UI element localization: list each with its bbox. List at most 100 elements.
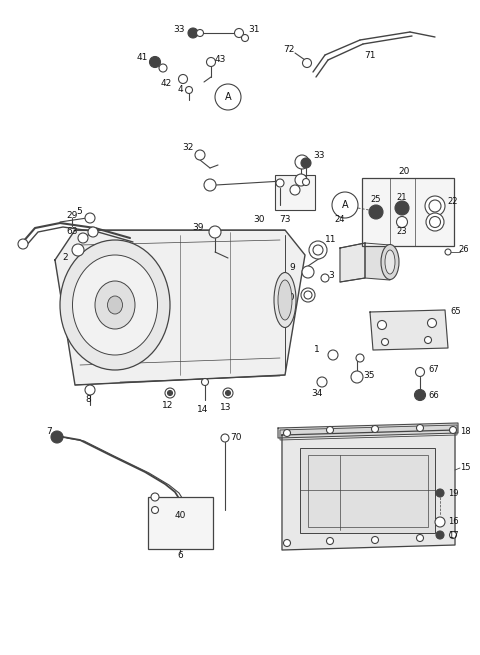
Circle shape <box>85 213 95 223</box>
Text: 23: 23 <box>396 227 408 236</box>
Circle shape <box>188 28 198 38</box>
Circle shape <box>377 320 386 329</box>
Circle shape <box>326 426 334 434</box>
Circle shape <box>332 192 358 218</box>
Text: 10: 10 <box>284 293 295 303</box>
Circle shape <box>369 205 383 219</box>
Circle shape <box>302 179 310 185</box>
Circle shape <box>301 288 315 302</box>
Circle shape <box>372 426 379 432</box>
Text: 7: 7 <box>46 428 52 436</box>
Circle shape <box>435 517 445 527</box>
Circle shape <box>159 64 167 72</box>
Polygon shape <box>278 423 458 438</box>
Text: 13: 13 <box>220 403 232 413</box>
Text: 16: 16 <box>448 517 458 527</box>
Ellipse shape <box>108 296 122 314</box>
Circle shape <box>395 201 409 215</box>
Circle shape <box>304 291 312 299</box>
Circle shape <box>436 489 444 497</box>
Text: 33: 33 <box>313 151 324 160</box>
Ellipse shape <box>60 240 170 370</box>
Circle shape <box>206 58 216 67</box>
Text: 42: 42 <box>161 79 172 88</box>
Text: 35: 35 <box>363 371 374 379</box>
Ellipse shape <box>278 280 292 320</box>
Text: 8: 8 <box>85 396 91 405</box>
Circle shape <box>436 531 444 539</box>
Circle shape <box>88 227 98 237</box>
Text: 20: 20 <box>398 168 410 176</box>
Circle shape <box>417 424 423 432</box>
Text: 43: 43 <box>215 56 227 64</box>
Circle shape <box>309 241 327 259</box>
Text: 25: 25 <box>371 195 381 204</box>
Circle shape <box>428 318 436 328</box>
Circle shape <box>152 506 158 514</box>
Circle shape <box>417 534 423 542</box>
Circle shape <box>185 86 192 94</box>
Text: A: A <box>225 92 231 102</box>
Text: 41: 41 <box>137 52 148 62</box>
Circle shape <box>18 239 28 249</box>
Circle shape <box>328 350 338 360</box>
Text: 3: 3 <box>328 272 334 280</box>
Polygon shape <box>365 243 390 280</box>
Ellipse shape <box>385 250 395 274</box>
Text: 22: 22 <box>447 198 457 206</box>
Text: 5: 5 <box>76 208 82 217</box>
Bar <box>300 448 435 533</box>
Bar <box>308 455 428 527</box>
Ellipse shape <box>381 244 399 280</box>
Polygon shape <box>370 310 448 350</box>
Circle shape <box>223 388 233 398</box>
Text: 63: 63 <box>67 227 78 236</box>
Polygon shape <box>282 430 455 550</box>
Circle shape <box>382 339 388 345</box>
Circle shape <box>284 540 290 546</box>
Text: 71: 71 <box>364 50 376 60</box>
Circle shape <box>204 179 216 191</box>
Circle shape <box>449 531 456 538</box>
Circle shape <box>372 536 379 544</box>
Text: 34: 34 <box>312 388 323 398</box>
Text: 1: 1 <box>314 345 320 354</box>
Text: 18: 18 <box>460 428 470 436</box>
Text: 29: 29 <box>66 210 78 219</box>
Circle shape <box>424 337 432 343</box>
Text: 21: 21 <box>397 193 407 202</box>
Circle shape <box>313 245 323 255</box>
Circle shape <box>284 430 290 436</box>
Circle shape <box>221 434 229 442</box>
Text: 72: 72 <box>284 45 295 54</box>
Circle shape <box>72 244 84 256</box>
Circle shape <box>302 266 314 278</box>
Circle shape <box>302 58 312 67</box>
Circle shape <box>290 185 300 195</box>
Text: 2: 2 <box>62 253 68 263</box>
Text: 24: 24 <box>335 215 345 225</box>
Text: 4: 4 <box>178 86 183 94</box>
Text: A: A <box>342 200 348 210</box>
Polygon shape <box>55 230 305 385</box>
Circle shape <box>196 29 204 37</box>
Circle shape <box>425 196 445 216</box>
Text: 65: 65 <box>450 307 461 316</box>
Circle shape <box>241 35 249 41</box>
Circle shape <box>151 493 159 501</box>
Circle shape <box>215 84 241 110</box>
Circle shape <box>168 390 172 396</box>
Text: 6: 6 <box>177 550 183 559</box>
Circle shape <box>317 377 327 387</box>
Circle shape <box>429 200 441 212</box>
Text: 39: 39 <box>192 223 204 233</box>
Text: 17: 17 <box>448 531 458 540</box>
Circle shape <box>396 217 408 227</box>
Text: 66: 66 <box>428 390 439 400</box>
Text: 31: 31 <box>248 26 260 35</box>
Circle shape <box>356 354 364 362</box>
Circle shape <box>295 155 309 169</box>
Polygon shape <box>340 243 365 282</box>
Circle shape <box>426 213 444 231</box>
Circle shape <box>276 179 284 187</box>
